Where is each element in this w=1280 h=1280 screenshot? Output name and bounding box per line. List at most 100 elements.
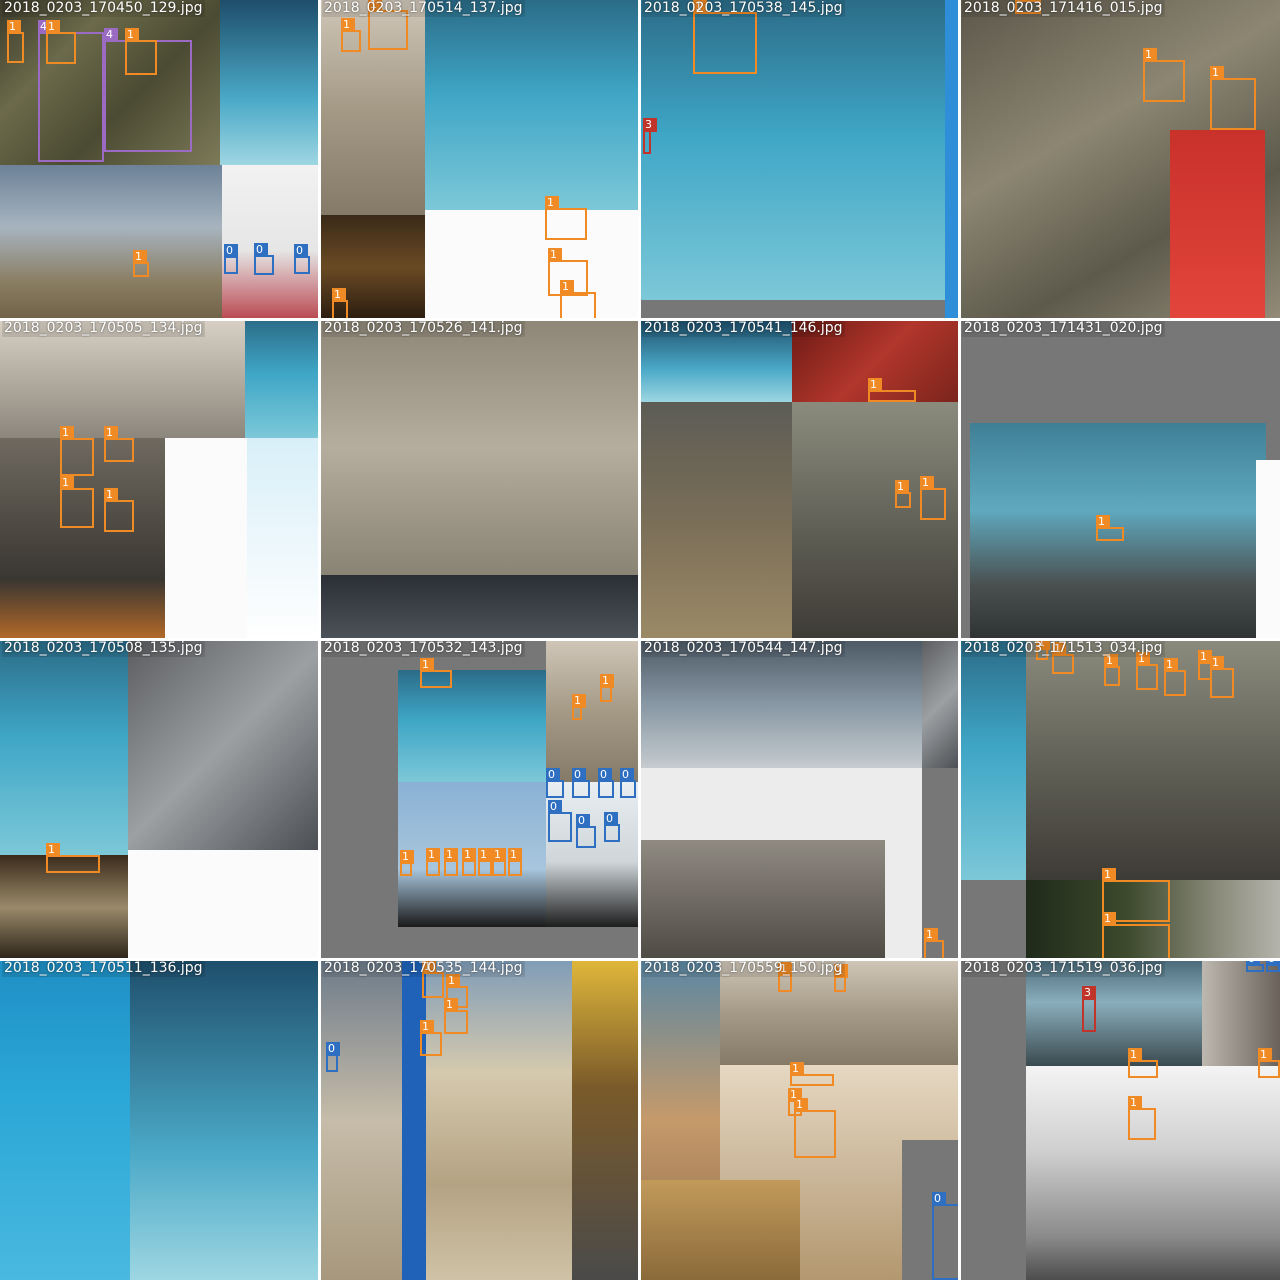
- mosaic-tile: 2018_0203_170526_141.jpg: [320, 320, 640, 640]
- detection-box: 1: [444, 848, 458, 876]
- detection-box: 1: [46, 20, 76, 64]
- mosaic-tile: 2018_0203_170535_144.jpg 1 1 1 1 0: [320, 960, 640, 1280]
- detection-box: 0: [224, 244, 238, 274]
- detection-box: 1: [462, 848, 476, 876]
- grid-separator: [0, 318, 1280, 321]
- detection-box: 1: [508, 848, 522, 876]
- detection-box: 1: [1015, 0, 1041, 14]
- detection-box: 0: [546, 768, 564, 798]
- detection-box: 1: [895, 480, 911, 508]
- mosaic-tile: 2018_0203_171519_036.jpg 3 1 1 0 0 1: [960, 960, 1280, 1280]
- detection-box: 1: [920, 476, 946, 520]
- detection-box: 1: [1258, 1048, 1280, 1078]
- tile-filename: 2018_0203_170514_137.jpg: [322, 0, 525, 17]
- detection-box: 1: [125, 28, 157, 75]
- detection-box: 1: [834, 964, 848, 992]
- detection-box: 1: [545, 196, 587, 240]
- detection-box: 1: [341, 18, 361, 52]
- detection-box: 1: [1128, 1096, 1156, 1140]
- mosaic-tile: 2018_0203_170511_136.jpg: [0, 960, 320, 1280]
- detection-box: 1: [1104, 654, 1120, 686]
- detection-box: 0: [326, 1042, 340, 1072]
- detection-box: 1: [1136, 652, 1158, 690]
- detection-box: 1: [422, 960, 444, 998]
- detection-box: 1: [1143, 48, 1185, 102]
- detection-box: 1: [7, 20, 24, 63]
- tile-filename: 2018_0203_170511_136.jpg: [2, 960, 205, 977]
- detection-box: 0: [572, 768, 590, 798]
- tile-filename: 2018_0203_170535_144.jpg: [322, 960, 525, 977]
- detection-box: 1: [60, 476, 94, 528]
- detection-box: 1: [104, 488, 134, 532]
- detection-box: 1: [1210, 66, 1256, 130]
- detection-box: 0: [294, 244, 310, 274]
- detection-box: 1: [1036, 640, 1050, 660]
- detection-box: 1: [693, 0, 757, 74]
- detection-box: 0: [932, 1192, 960, 1280]
- detection-box: 1: [778, 962, 792, 992]
- detection-box: 1: [790, 1062, 834, 1086]
- tile-filename: 2018_0203_170541_146.jpg: [642, 320, 845, 337]
- detection-box: 0: [1246, 960, 1264, 972]
- detection-box: 1: [1102, 868, 1170, 922]
- mosaic-tile: 2018_0203_170538_145.jpg 1 3: [640, 0, 960, 320]
- tile-filename: 2018_0203_170508_135.jpg: [2, 640, 205, 657]
- mosaic-tile: 2018_0203_171416_015.jpg 1 1 1: [960, 0, 1280, 320]
- detection-box: 1: [104, 426, 134, 462]
- tile-filename: 2018_0203_170544_147.jpg: [642, 640, 845, 657]
- detection-box: 1: [478, 848, 492, 876]
- detection-box: 1: [548, 248, 588, 296]
- detection-box: 0: [576, 814, 596, 848]
- tile-filename: 2018_0203_170538_145.jpg: [642, 0, 845, 17]
- grid-separator: [0, 958, 1280, 961]
- tile-filename: 2018_0203_170559_150.jpg: [642, 960, 845, 977]
- detection-box: 0: [598, 768, 614, 798]
- mosaic-tile: 2018_0203_171513_034.jpg 1 1 1 1 1 1 1 1…: [960, 640, 1280, 960]
- detection-box: 1: [332, 288, 348, 320]
- detection-box: 1: [1096, 515, 1124, 541]
- detection-box: 1: [794, 1098, 836, 1158]
- tile-filename: 2018_0203_171513_034.jpg: [962, 640, 1165, 657]
- detection-box: 1: [1128, 1048, 1158, 1078]
- tile-filename: 2018_0203_170505_134.jpg: [2, 320, 205, 337]
- detection-box: 1: [492, 848, 506, 876]
- mosaic-tile: 2018_0203_170532_143.jpg 1 1 1 0 0 0 0 0…: [320, 640, 640, 960]
- detection-box: 1: [133, 250, 149, 277]
- detection-box: 1: [924, 928, 944, 960]
- detection-box: 0: [620, 768, 636, 798]
- detection-box: 3: [643, 118, 657, 154]
- detection-box: 1: [868, 378, 916, 402]
- tile-filename: 2018_0203_170532_143.jpg: [322, 640, 525, 657]
- detection-box: 1: [420, 658, 452, 688]
- mosaic-tile: 2018_0203_170544_147.jpg 1: [640, 640, 960, 960]
- detection-box: 1: [1210, 656, 1234, 698]
- tile-filename: 2018_0203_171519_036.jpg: [962, 960, 1165, 977]
- mosaic-tile: 2018_0203_170505_134.jpg 1 1 1 1: [0, 320, 320, 640]
- detection-box: 0: [1266, 960, 1280, 972]
- tile-filename: 2018_0203_171431_020.jpg: [962, 320, 1165, 337]
- tile-filename: 2018_0203_170450_129.jpg: [2, 0, 205, 17]
- mosaic-tile: 2018_0203_171431_020.jpg 1: [960, 320, 1280, 640]
- mosaic-tile: 2018_0203_170508_135.jpg 1: [0, 640, 320, 960]
- mosaic-tile: 2018_0203_170541_146.jpg 1 1 1: [640, 320, 960, 640]
- detection-box: 1: [368, 0, 408, 50]
- detection-box: 1: [426, 848, 440, 876]
- mosaic-tile: 2018_0203_170514_137.jpg 1 1 1 1 1 1: [320, 0, 640, 320]
- mosaic-tile: 2018_0203_170450_129.jpg 1 4 1 4 1 1 0 0…: [0, 0, 320, 320]
- detection-box: 1: [46, 843, 100, 873]
- detection-box: 1: [400, 850, 414, 876]
- tile-filename: 2018_0203_171416_015.jpg: [962, 0, 1165, 17]
- detection-box: 0: [254, 243, 274, 275]
- detection-box: 1: [572, 694, 586, 720]
- detection-box: 1: [1164, 658, 1186, 696]
- detection-box: 1: [1052, 642, 1074, 674]
- tile-filename: 2018_0203_170526_141.jpg: [322, 320, 525, 337]
- detection-box: 1: [444, 998, 468, 1034]
- detection-box: 1: [1102, 912, 1170, 960]
- detection-box: 1: [420, 1020, 442, 1056]
- detection-box: 1: [60, 426, 94, 476]
- grid-separator: [0, 638, 1280, 641]
- detection-box: 0: [604, 812, 620, 842]
- detection-box: 3: [1082, 986, 1096, 1032]
